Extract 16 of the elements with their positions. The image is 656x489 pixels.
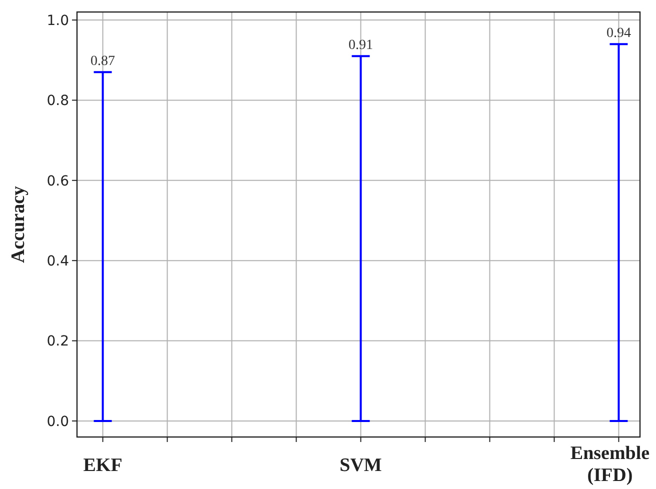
data-label: 0.87 [90, 54, 116, 70]
y-tick-label: 0.4 [46, 253, 70, 270]
y-axis-title: Accuracy [8, 185, 29, 264]
x-tick-label: SVM [340, 455, 382, 476]
y-tick-label: 0.0 [46, 414, 69, 430]
data-label: 0.91 [348, 38, 374, 54]
y-tick-label: 0.6 [46, 173, 70, 190]
y-tick-label: 1.0 [46, 12, 69, 29]
x-tick-label: Ensemble (IFD) [570, 443, 650, 486]
x-tick-label: EKF [83, 455, 122, 476]
y-tick-label: 0.8 [46, 93, 69, 110]
bar [360, 56, 362, 421]
data-label: 0.94 [606, 26, 631, 42]
y-tick-label: 0.2 [46, 334, 69, 350]
bar [102, 72, 104, 421]
bar [618, 44, 620, 421]
